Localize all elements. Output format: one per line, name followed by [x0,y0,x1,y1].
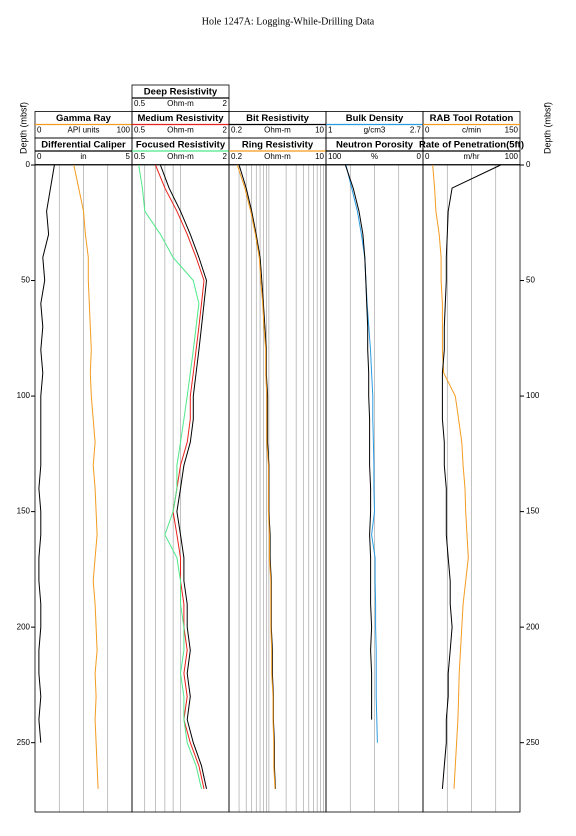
scale-max: 5 [126,152,131,161]
scale-unit: g/cm3 [364,126,386,135]
scale-unit: Ohm-m [264,152,291,161]
scale-unit: in [80,152,86,161]
log-curve [138,164,202,790]
scale-min: 0.5 [134,99,146,108]
scale-min: 0.5 [134,126,146,135]
scale-max: 2 [223,126,228,135]
y-tick-label: 100 [17,391,31,400]
y-tick-label-right: 200 [526,622,540,631]
scale-min: 0 [425,126,430,135]
scale-unit: c/min [462,126,481,135]
scale-min: 1 [328,126,333,135]
curve-name: Bulk Density [346,113,404,124]
curve-name: Bit Resistivity [246,113,310,124]
log-curve [236,164,276,789]
log-curve [344,164,373,720]
scale-unit: Ohm-m [167,152,194,161]
y-tick-label-right: 150 [526,507,540,516]
chart-title: Hole 1247A: Logging-While-Drilling Data [202,16,375,27]
curve-name: Differential Caliper [41,140,126,151]
scale-max: 150 [505,126,519,135]
y-tick-label: 0 [26,160,31,169]
log-curve [345,164,378,743]
curve-name: Medium Resistivity [137,113,224,124]
scale-unit: API units [67,126,99,135]
scale-max: 2 [223,99,228,108]
y-tick-label: 150 [17,507,31,516]
y-tick-label-right: 250 [526,738,540,747]
y-axis-label: Depth (mbsf) [18,102,28,154]
log-curve [441,164,501,789]
scale-max: 10 [315,126,324,135]
scale-min: 0 [37,152,42,161]
track-frame [422,164,521,813]
y-axis-label-right: Depth (mbsf) [542,102,552,154]
curve-name: RAB Tool Rotation [430,113,514,124]
curve-name: Gamma Ray [56,113,112,124]
y-tick-label: 250 [17,738,31,747]
scale-min: 0.2 [231,152,243,161]
log-curve [38,164,55,743]
curve-name: Ring Resistivity [242,140,314,151]
scale-min: 0.5 [134,152,146,161]
y-tick-label: 50 [21,276,30,285]
scale-min: 0.2 [231,126,243,135]
y-tick-label: 200 [17,622,31,631]
curve-name: Deep Resistivity [144,87,218,98]
y-tick-label-right: 100 [526,391,540,400]
log-curve [155,164,205,790]
scale-min: 0 [37,126,42,135]
log-curve [238,164,276,789]
curve-name: Neutron Porosity [336,140,414,151]
y-tick-label-right: 50 [526,276,535,285]
curve-name: Rate of Penetration(5ft) [419,140,524,151]
track-frame [228,164,327,813]
y-tick-label-right: 0 [526,160,531,169]
log-curve [432,164,469,789]
scale-min: 100 [328,152,342,161]
curve-name: Focused Resistivity [136,140,226,151]
scale-unit: m/hr [464,152,480,161]
scale-max: 2.7 [410,126,422,135]
scale-unit: % [371,152,378,161]
scale-unit: Ohm-m [167,99,194,108]
scale-unit: Ohm-m [167,126,194,135]
log-curve [159,164,208,790]
scale-min: 0 [425,152,430,161]
scale-max: 2 [223,152,228,161]
scale-unit: Ohm-m [264,126,291,135]
scale-max: 0 [417,152,422,161]
log-curve [73,164,99,789]
scale-max: 100 [505,152,519,161]
scale-max: 100 [117,126,131,135]
scale-max: 10 [315,152,324,161]
